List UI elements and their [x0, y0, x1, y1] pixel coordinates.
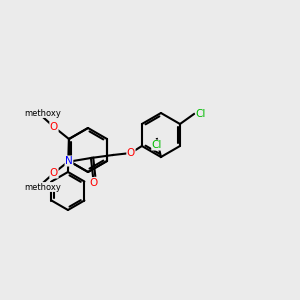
Text: Cl: Cl: [152, 140, 162, 150]
Text: O: O: [50, 122, 58, 132]
Text: O: O: [50, 168, 58, 178]
Text: Cl: Cl: [196, 109, 206, 119]
Text: methoxy: methoxy: [25, 182, 62, 191]
Text: O: O: [90, 178, 98, 188]
Text: N: N: [65, 156, 73, 166]
Text: O: O: [127, 148, 135, 158]
Text: methoxy: methoxy: [25, 109, 62, 118]
